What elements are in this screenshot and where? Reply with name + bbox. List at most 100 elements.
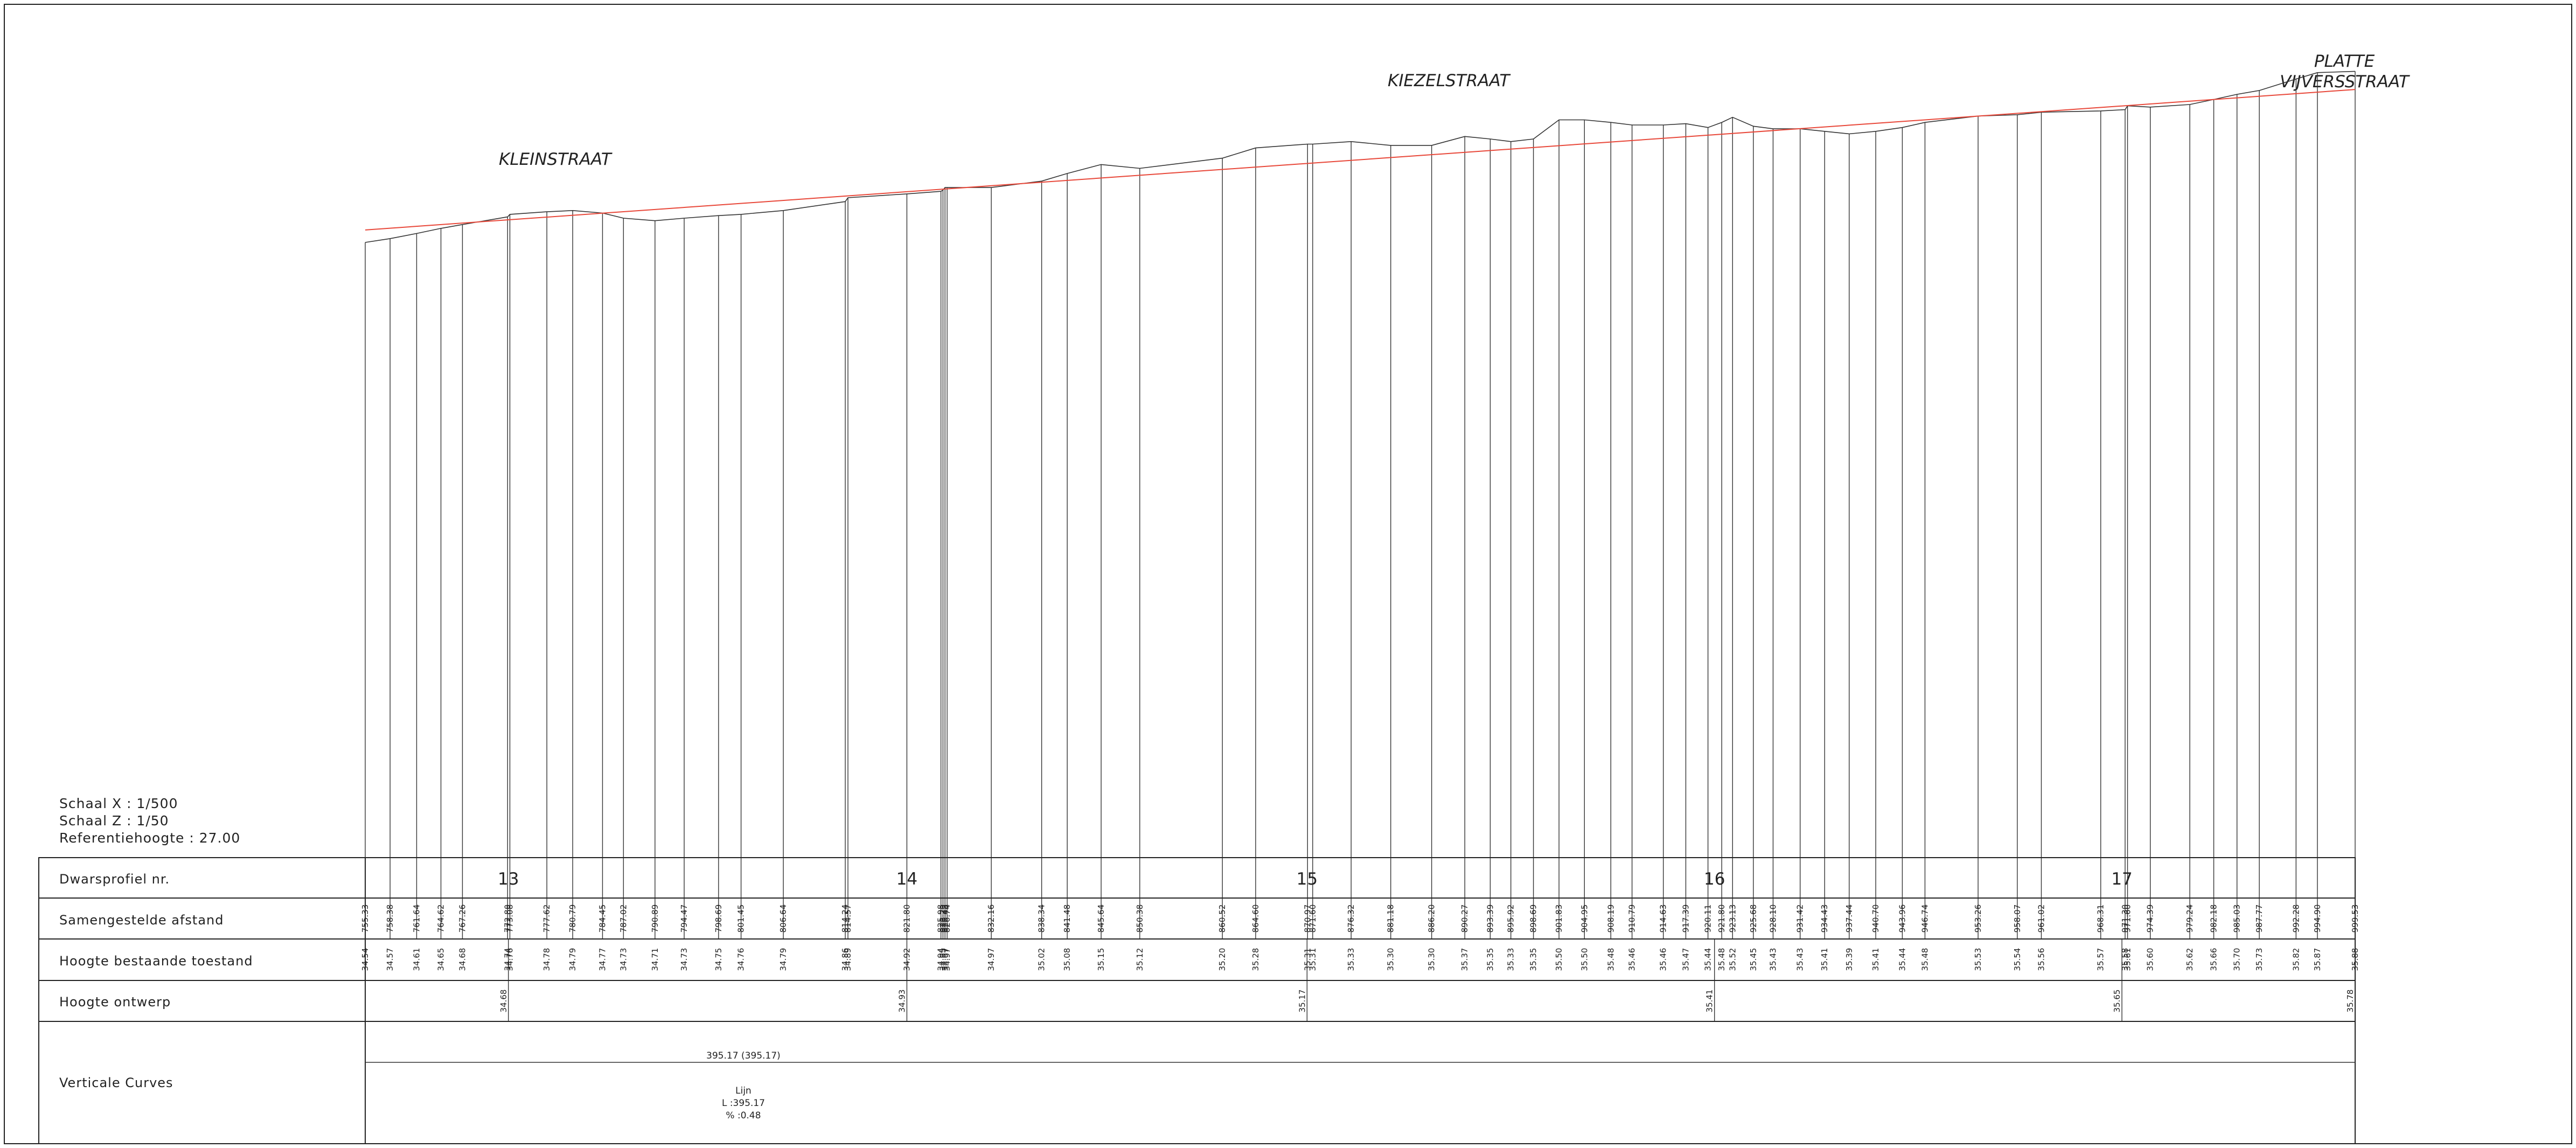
distance-value: 826.74 <box>942 905 952 933</box>
existing-height-value: 35.62 <box>2185 948 2195 971</box>
existing-height-value: 35.50 <box>1579 948 1589 971</box>
existing-height-value: 35.48 <box>1920 948 1930 971</box>
distance-value: 946.74 <box>1920 905 1930 933</box>
existing-height-value: 34.57 <box>385 948 395 971</box>
existing-height-value: 34.77 <box>597 948 607 971</box>
existing-height-value: 34.79 <box>778 948 788 971</box>
distance-value: 864.60 <box>1251 905 1261 933</box>
existing-height-value: 34.97 <box>940 948 950 971</box>
distance-value: 850.38 <box>1135 905 1145 933</box>
scale-z-text: Schaal Z : 1/50 <box>59 813 169 829</box>
existing-height-value: 35.30 <box>1386 948 1396 971</box>
distance-value: 961.02 <box>2036 905 2046 933</box>
distance-value: 890.27 <box>1460 905 1470 933</box>
curve-l-label: L :395.17 <box>722 1098 765 1109</box>
design-height-value: 34.93 <box>897 990 907 1013</box>
existing-height-value: 35.08 <box>1062 948 1072 971</box>
existing-height-value: 35.35 <box>1485 948 1495 971</box>
existing-height-value: 34.95 <box>938 948 948 971</box>
existing-height-value: 35.73 <box>2254 948 2264 971</box>
distance-value: 917.39 <box>1681 905 1690 933</box>
distance-value: 845.64 <box>1096 905 1106 933</box>
distance-value: 992.28 <box>2291 905 2301 933</box>
distance-value: 931.42 <box>1795 905 1805 933</box>
existing-height-value: 35.82 <box>2291 948 2301 971</box>
existing-height-value: 35.30 <box>1427 948 1437 971</box>
existing-height-value: 35.87 <box>2313 948 2322 971</box>
distance-value: 755.33 <box>360 905 370 933</box>
existing-height-value: 34.79 <box>568 948 577 971</box>
curve-type-label: Lijn <box>735 1086 751 1096</box>
distance-value: 921.80 <box>1717 905 1726 933</box>
existing-height-value: 34.92 <box>902 948 911 971</box>
street-label-kiezelstraat: KIEZELSTRAAT <box>1388 71 1510 91</box>
distance-value: 928.10 <box>1768 905 1778 933</box>
distance-value: 895.92 <box>1506 905 1516 933</box>
distance-value: 904.95 <box>1579 905 1589 933</box>
distance-value: 780.79 <box>568 905 577 933</box>
distance-value: 968.31 <box>2096 905 2106 933</box>
existing-height-value: 34.71 <box>650 948 660 971</box>
existing-terrain-line <box>365 71 2356 243</box>
distance-value: 881.18 <box>1386 905 1396 933</box>
existing-height-value: 35.60 <box>2146 948 2155 971</box>
distance-value: 841.48 <box>1062 905 1072 933</box>
distance-value: 838.34 <box>1037 905 1047 933</box>
existing-height-value: 35.44 <box>1897 948 1907 971</box>
existing-height-value: 35.44 <box>1703 948 1713 971</box>
existing-height-value: 35.33 <box>1346 948 1356 971</box>
distance-value: 886.20 <box>1427 905 1437 933</box>
distance-value: 806.64 <box>778 905 788 933</box>
existing-height-value: 35.48 <box>1717 948 1726 971</box>
row-label-existing-height: Hoogte bestaande toestand <box>59 954 253 969</box>
design-height-value: 35.17 <box>1297 990 1307 1013</box>
existing-height-value: 35.57 <box>2096 948 2106 971</box>
distance-value: 790.89 <box>650 905 660 933</box>
distance-value: 773.08 <box>505 905 515 933</box>
street-label-kleinstraat: KLEINSTRAAT <box>499 150 612 169</box>
existing-height-value: 35.43 <box>1795 948 1805 971</box>
distance-value: 910.79 <box>1627 905 1637 933</box>
distance-value: 920.11 <box>1703 905 1713 933</box>
distance-value: 971.60 <box>2123 905 2133 933</box>
existing-height-value: 34.68 <box>457 948 467 971</box>
distance-value: 761.64 <box>412 905 421 933</box>
distance-value: 825.98 <box>936 905 946 933</box>
distance-value: 979.24 <box>2185 905 2195 933</box>
reference-height-text: Referentiehoogte : 27.00 <box>59 830 240 846</box>
distance-value: 923.13 <box>1728 905 1737 933</box>
street-label-vijversstraat: VIJVERSSTRAAT <box>2280 72 2410 92</box>
profile-number: 16 <box>1704 869 1725 889</box>
existing-height-value: 35.43 <box>1768 948 1778 971</box>
existing-height-value: 34.97 <box>986 948 996 971</box>
distance-value: 940.70 <box>1871 905 1881 933</box>
distance-value: 826.48 <box>940 905 950 933</box>
existing-height-value: 35.46 <box>1659 948 1668 971</box>
distance-value: 821.80 <box>902 905 911 933</box>
distance-value: 787.02 <box>618 905 628 933</box>
distance-value: 985.03 <box>2232 905 2242 933</box>
sheet-border <box>4 4 2572 1144</box>
distance-value: 876.32 <box>1346 905 1356 933</box>
distance-value: 958.07 <box>2013 905 2022 933</box>
existing-height-value: 34.76 <box>505 948 515 971</box>
profile-numbers: 13 14 15 16 17 <box>498 869 2133 889</box>
row-label-distance: Samengestelde afstand <box>59 913 224 928</box>
existing-height-value: 34.75 <box>714 948 723 971</box>
distance-value: 870.97 <box>1303 905 1312 933</box>
design-grade-line <box>365 89 2356 231</box>
distance-value: 871.60 <box>1308 905 1318 933</box>
existing-height-value: 34.78 <box>542 948 552 971</box>
profile-number: 17 <box>2111 869 2132 889</box>
existing-height-value: 34.97 <box>942 948 952 971</box>
existing-height-value: 35.53 <box>1973 948 1983 971</box>
distance-value: 794.47 <box>679 905 689 933</box>
scale-x-text: Schaal X : 1/500 <box>59 796 178 811</box>
distance-value: 826.23 <box>938 905 948 933</box>
distance-value: 898.69 <box>1529 905 1538 933</box>
profile-number: 15 <box>1297 869 1318 889</box>
distance-value: 764.62 <box>436 905 446 933</box>
existing-height-value: 35.48 <box>1606 948 1616 971</box>
design-height-value: 34.68 <box>499 990 509 1013</box>
